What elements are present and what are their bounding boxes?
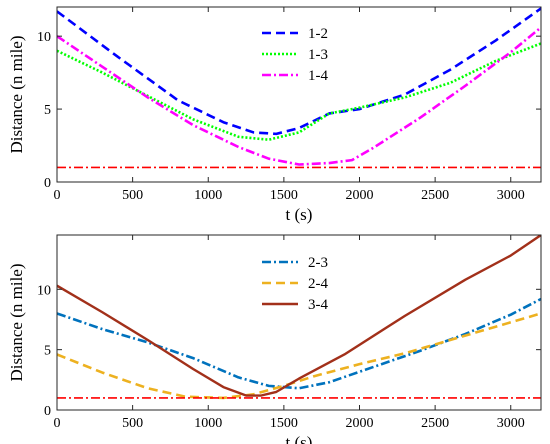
x-tick-label: 3000 — [497, 416, 525, 431]
series-line-2-3 — [57, 297, 541, 390]
series-line-1-4 — [57, 26, 541, 166]
x-tick-label: 0 — [54, 416, 61, 431]
x-axis-label: t (s) — [286, 433, 313, 444]
x-tick-label: 2500 — [421, 188, 449, 203]
y-tick-label: 5 — [44, 344, 51, 359]
y-tick-label: 5 — [44, 103, 51, 118]
x-tick-label: 1500 — [270, 416, 298, 431]
x-tick-label: 2000 — [346, 188, 374, 203]
plot-frame — [56, 6, 542, 183]
legend-label-1-4: 1-4 — [308, 68, 328, 84]
series-lines — [57, 235, 541, 400]
legend-label-1-3: 1-3 — [308, 47, 328, 63]
legend-label-2-3: 2-3 — [308, 255, 328, 271]
legend-label-2-4: 2-4 — [308, 276, 328, 292]
series-line-3-4 — [57, 235, 541, 397]
x-tick-label: 500 — [122, 416, 143, 431]
y-tick-label: 0 — [44, 404, 51, 419]
x-tick-label: 500 — [122, 188, 143, 203]
chart-2: 0 500 1000 1500 2000 2500 3000 0 5 10 t (s) Distanc… — [7, 234, 542, 444]
x-tick-label: 1000 — [194, 416, 222, 431]
series-line-2-4 — [57, 312, 541, 400]
y-axis-label: Distance (n mile) — [7, 35, 26, 153]
series-line-1-2 — [57, 7, 541, 136]
x-tick-label: 2000 — [346, 416, 374, 431]
x-tick-label: 1500 — [270, 188, 298, 203]
legend-label-3-4: 3-4 — [308, 297, 328, 313]
x-tick-label: 1000 — [194, 188, 222, 203]
x-axis-label: t (s) — [286, 205, 313, 224]
x-tick-label: 2500 — [421, 416, 449, 431]
legend: 2-3 2-4 3-4 — [262, 255, 328, 313]
y-tick-label: 0 — [44, 176, 51, 191]
series-lines — [57, 7, 541, 169]
x-tick-label: 0 — [54, 188, 61, 203]
x-tick-label: 3000 — [497, 188, 525, 203]
legend-label-1-2: 1-2 — [308, 26, 328, 42]
y-tick-label: 10 — [37, 30, 51, 45]
y-axis-label: Distance (n mile) — [7, 263, 26, 381]
chart-1: 0 500 1000 1500 2000 2500 3000 0 5 10 t (s) Distanc… — [7, 6, 542, 224]
plot-frame — [56, 234, 542, 411]
y-tick-label: 10 — [37, 283, 51, 298]
legend: 1-2 1-3 1-4 — [262, 26, 328, 84]
